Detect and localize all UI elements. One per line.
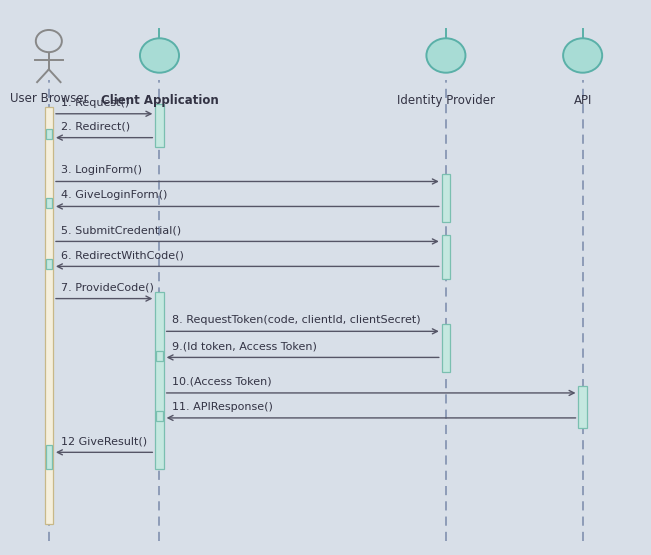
Text: 1. Request(): 1. Request() <box>61 98 129 108</box>
Text: 4. GiveLoginForm(): 4. GiveLoginForm() <box>61 190 167 200</box>
Text: 2. Redirect(): 2. Redirect() <box>61 122 130 132</box>
Text: 6. RedirectWithCode(): 6. RedirectWithCode() <box>61 250 184 260</box>
Text: 9.(Id token, Access Token): 9.(Id token, Access Token) <box>172 341 316 351</box>
Text: 8. RequestToken(code, clientId, clientSecret): 8. RequestToken(code, clientId, clientSe… <box>172 315 420 325</box>
Text: 3. LoginForm(): 3. LoginForm() <box>61 165 142 175</box>
Bar <box>46 445 52 469</box>
Text: 11. APIResponse(): 11. APIResponse() <box>172 402 272 412</box>
Text: User Browser: User Browser <box>10 92 88 104</box>
Text: 12 GiveResult(): 12 GiveResult() <box>61 436 147 446</box>
Bar <box>442 235 450 279</box>
Bar <box>155 104 164 147</box>
Text: API: API <box>574 94 592 107</box>
Bar <box>156 351 163 361</box>
Bar <box>44 107 53 524</box>
Ellipse shape <box>140 38 179 73</box>
Bar <box>46 198 52 208</box>
Text: Identity Provider: Identity Provider <box>397 94 495 107</box>
Bar <box>578 386 587 428</box>
Bar <box>155 292 164 469</box>
Ellipse shape <box>563 38 602 73</box>
Bar <box>46 129 52 139</box>
Bar <box>156 411 163 421</box>
Text: Client Application: Client Application <box>101 94 218 107</box>
Bar <box>46 259 52 269</box>
Bar <box>442 174 450 222</box>
Ellipse shape <box>426 38 465 73</box>
Text: 10.(Access Token): 10.(Access Token) <box>172 377 271 387</box>
Bar <box>442 324 450 372</box>
Text: 5. SubmitCredential(): 5. SubmitCredential() <box>61 225 181 235</box>
Text: 7. ProvideCode(): 7. ProvideCode() <box>61 282 154 292</box>
